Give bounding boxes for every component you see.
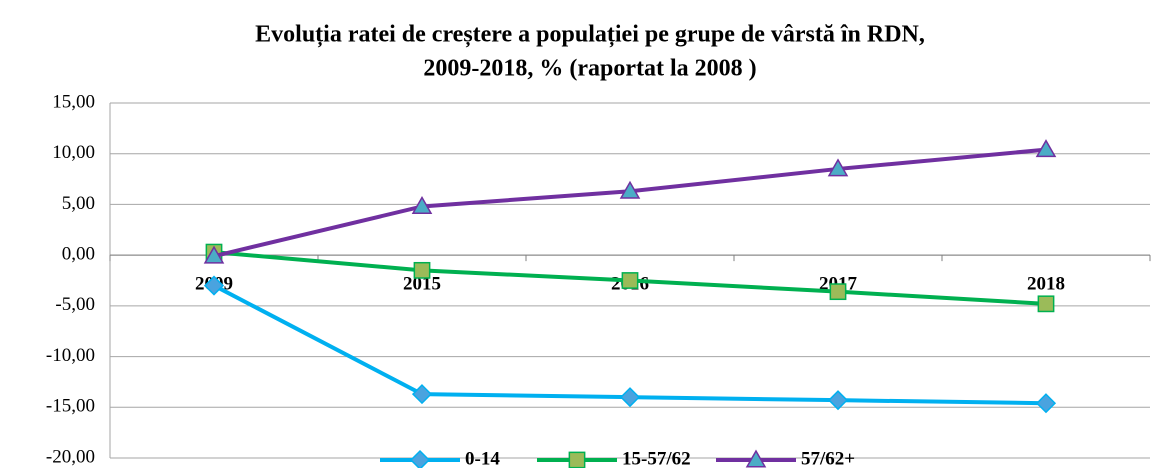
marker <box>619 387 641 408</box>
y-tick-label: -10,00 <box>46 345 95 366</box>
y-tick-label: -5,00 <box>55 294 95 315</box>
legend-label: 0-14 <box>465 448 500 468</box>
marker <box>1037 295 1055 313</box>
marker <box>745 449 767 468</box>
series-line <box>213 283 1047 406</box>
marker <box>411 384 433 405</box>
y-tick-label: -20,00 <box>46 446 95 467</box>
y-tick-label: 10,00 <box>52 142 95 163</box>
marker <box>827 390 849 411</box>
marker <box>411 195 433 214</box>
marker <box>619 180 641 199</box>
marker <box>1035 139 1057 158</box>
y-tick-label: 0,00 <box>62 244 95 265</box>
legend-label: 15-57/62 <box>622 448 691 468</box>
series-line <box>213 147 1047 259</box>
marker <box>409 449 431 468</box>
chart-title: Evoluția ratei de creștere a populației … <box>255 22 925 48</box>
legend-label: 57/62+ <box>801 448 855 468</box>
y-tick-label: -15,00 <box>46 396 95 417</box>
marker <box>568 451 586 468</box>
marker <box>827 158 849 177</box>
x-tick-label: 2018 <box>1027 274 1065 295</box>
marker <box>1035 393 1057 414</box>
marker <box>413 261 431 279</box>
x-tick-label: 2015 <box>403 274 441 295</box>
chart-title: 2009-2018, % (raportat la 2008 ) <box>423 56 756 82</box>
y-tick-label: 15,00 <box>52 91 95 112</box>
marker <box>621 272 639 289</box>
marker <box>829 283 847 301</box>
marker <box>203 245 225 264</box>
marker <box>203 275 225 296</box>
y-tick-label: 5,00 <box>62 193 95 214</box>
